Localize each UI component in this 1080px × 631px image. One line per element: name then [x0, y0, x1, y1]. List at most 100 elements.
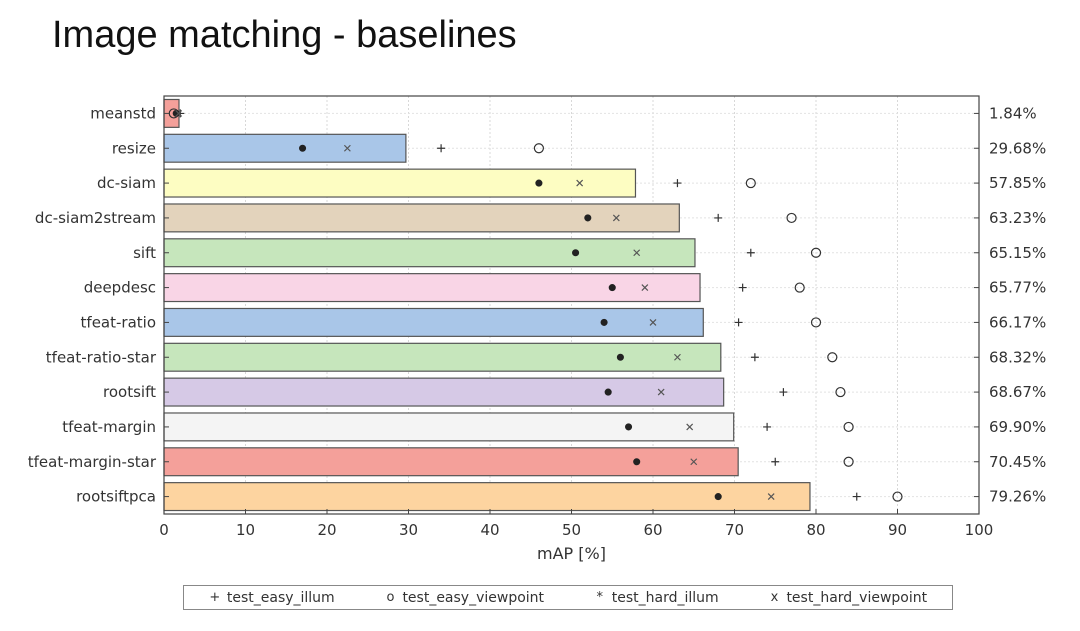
marker-easy-viewpoint [843, 421, 854, 433]
category-label: rootsift [103, 383, 156, 401]
category-label: dc-siam [97, 174, 156, 192]
marker-hard-viewpoint [576, 179, 584, 187]
marker-easy-viewpoint [835, 386, 846, 398]
marker-hard-illum [604, 388, 612, 396]
marker-easy-illum [746, 248, 755, 257]
value-label: 65.15% [989, 244, 1046, 262]
marker-hard-illum [584, 214, 592, 222]
marker-easy-illum [734, 318, 743, 327]
marker-hard-viewpoint [767, 493, 775, 501]
x-tick-label: 0 [159, 521, 169, 539]
legend-item: * test_hard_illum [594, 590, 719, 606]
value-label: 29.68% [989, 139, 1046, 157]
value-label: 69.90% [989, 418, 1046, 436]
marker-hard-viewpoint [649, 318, 657, 326]
marker-easy-viewpoint [745, 177, 756, 189]
value-label: 1.84% [989, 104, 1037, 122]
chart-legend: + test_easy_illum o test_easy_viewpoint … [183, 585, 953, 610]
legend-marker: o [386, 590, 395, 605]
bar [163, 203, 680, 233]
marker-hard-illum [608, 284, 616, 292]
value-label: 57.85% [989, 174, 1046, 192]
x-tick-label: 50 [562, 521, 581, 539]
bar [163, 307, 704, 337]
category-label: sift [133, 244, 156, 262]
marker-hard-viewpoint [686, 423, 694, 431]
marker-easy-viewpoint [794, 282, 805, 293]
marker-easy-illum [779, 388, 788, 397]
category-label: tfeat-ratio-star [46, 348, 157, 366]
value-label: 79.26% [989, 488, 1046, 506]
legend-label: test_easy_illum [226, 589, 335, 606]
bar [163, 238, 696, 268]
value-label: 63.23% [989, 209, 1046, 227]
marker-easy-viewpoint [892, 491, 903, 502]
legend-marker: x [770, 590, 779, 605]
bar [163, 133, 407, 163]
value-label: 70.45% [989, 453, 1046, 471]
x-tick-label: 90 [888, 521, 907, 539]
marker-hard-viewpoint [612, 214, 620, 222]
category-label: tfeat-margin-star [28, 453, 157, 471]
x-tick-label: 20 [317, 521, 336, 539]
legend-marker: * [596, 590, 604, 605]
marker-easy-illum [714, 213, 723, 222]
x-tick-label: 40 [480, 521, 499, 539]
marker-easy-viewpoint [843, 456, 854, 467]
marker-hard-illum [600, 318, 608, 326]
marker-hard-illum [535, 179, 543, 187]
value-label: 68.32% [989, 348, 1046, 366]
value-label: 66.17% [989, 313, 1046, 331]
category-label: resize [112, 139, 156, 157]
marker-hard-viewpoint [657, 388, 665, 396]
x-tick-label: 60 [643, 521, 662, 539]
category-label: deepdesc [84, 279, 156, 297]
marker-hard-illum [633, 458, 641, 466]
value-label: 65.77% [989, 279, 1046, 297]
marker-easy-illum [738, 283, 747, 292]
x-tick-label: 100 [965, 521, 994, 539]
bar [163, 342, 722, 372]
marker-hard-illum [714, 493, 722, 501]
marker-easy-viewpoint [827, 352, 838, 363]
legend-label: test_easy_viewpoint [402, 589, 545, 606]
marker-hard-viewpoint [690, 458, 698, 466]
marker-easy-viewpoint [786, 212, 797, 224]
marker-easy-illum [771, 457, 780, 466]
bar [163, 168, 637, 198]
x-tick-label: 30 [399, 521, 418, 539]
marker-hard-illum [616, 353, 624, 361]
marker-easy-viewpoint [810, 247, 822, 258]
category-label: tfeat-margin [62, 418, 156, 436]
bar [163, 273, 701, 303]
marker-hard-viewpoint [175, 109, 183, 117]
category-label: tfeat-ratio [81, 313, 156, 331]
marker-hard-viewpoint [343, 144, 351, 152]
marker-easy-illum [763, 422, 772, 431]
legend-item: x test_hard_viewpoint [768, 589, 928, 606]
marker-hard-viewpoint [641, 284, 649, 292]
bar [163, 482, 811, 512]
marker-easy-viewpoint [810, 317, 822, 328]
legend-marker: + [209, 590, 221, 605]
x-tick-label: 10 [236, 521, 255, 539]
legend-label: test_hard_viewpoint [786, 589, 928, 606]
marker-hard-illum [625, 423, 633, 431]
bar [163, 412, 735, 442]
slide-title: Image matching - baselines [52, 14, 517, 56]
category-label: dc-siam2stream [35, 209, 156, 227]
bar [163, 447, 739, 477]
marker-hard-viewpoint [633, 249, 641, 257]
marker-hard-illum [299, 144, 307, 152]
x-tick-label: 70 [725, 521, 744, 539]
category-label: meanstd [90, 104, 156, 122]
marker-easy-illum [750, 353, 759, 362]
marker-easy-illum [673, 179, 682, 188]
marker-easy-illum [852, 492, 861, 501]
legend-label: test_hard_illum [611, 589, 719, 606]
value-label: 68.67% [989, 383, 1046, 401]
bar [163, 377, 725, 407]
legend-item: o test_easy_viewpoint [384, 590, 544, 606]
category-label: rootsiftpca [76, 488, 156, 506]
